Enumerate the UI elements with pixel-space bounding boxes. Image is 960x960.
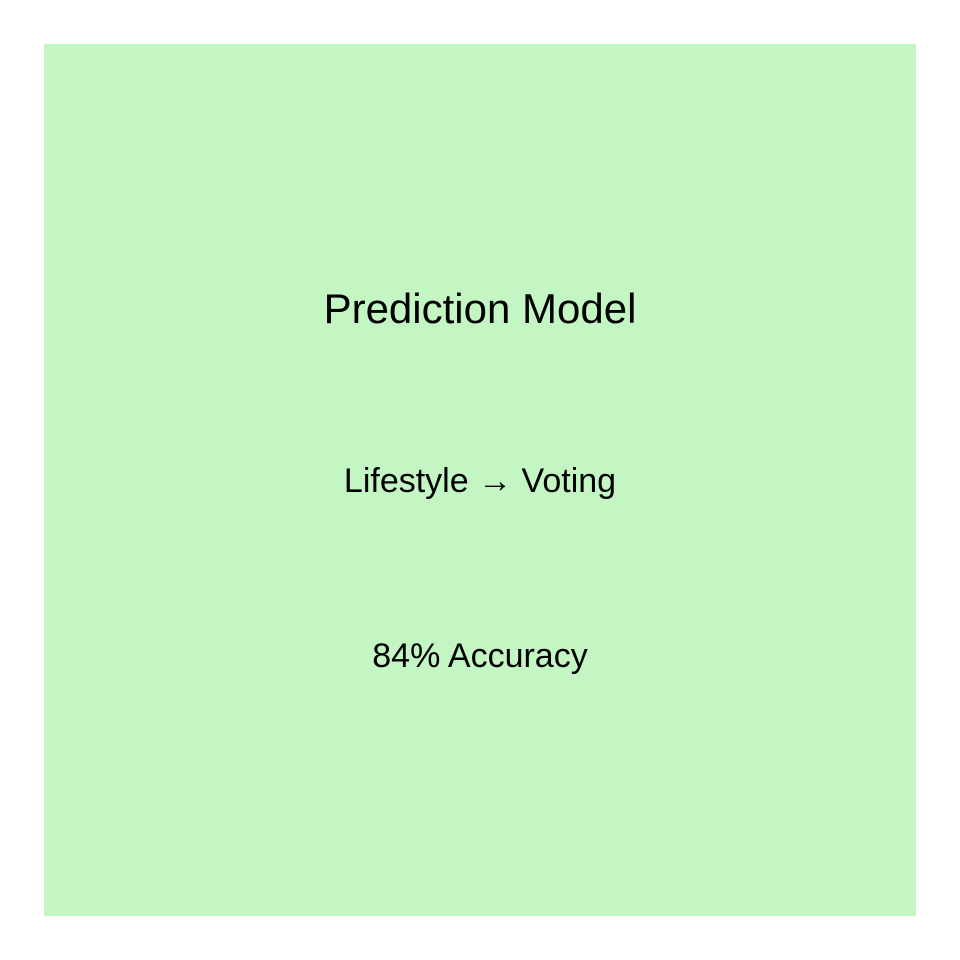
accuracy-label: 84% Accuracy [372,637,588,675]
card-title: Prediction Model [323,285,637,332]
prediction-model-card: Prediction Model Lifestyle → Voting 84% … [44,44,916,916]
relation-label: Lifestyle → Voting [343,462,617,500]
